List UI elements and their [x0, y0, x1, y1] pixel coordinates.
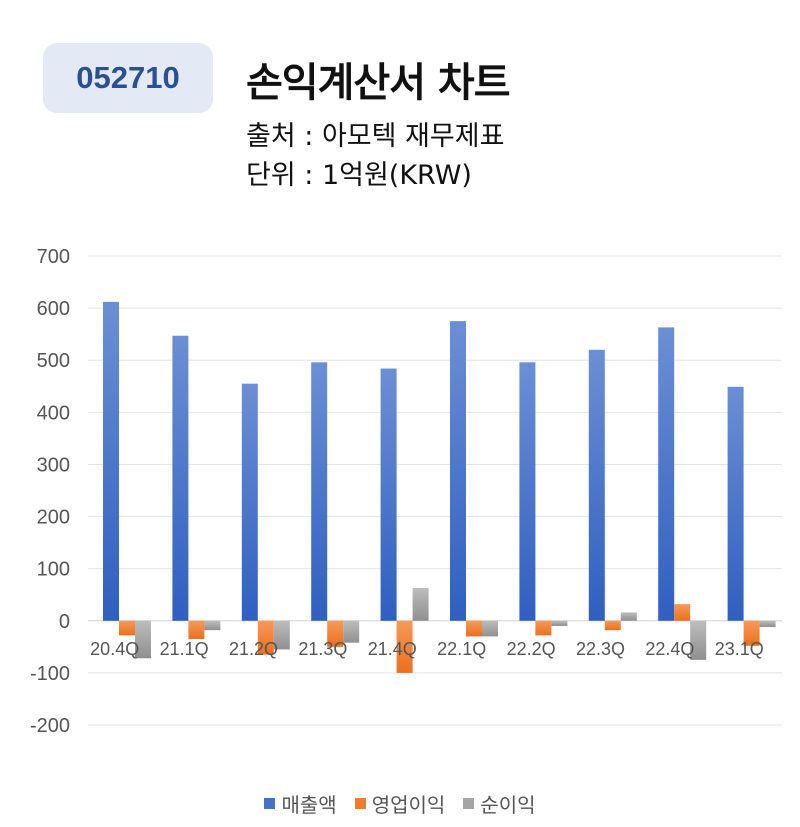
legend-label: 영업이익 — [371, 793, 446, 817]
bar-순이익-23.1Q — [759, 620, 776, 628]
x-tick-label: 22.2Q — [507, 639, 556, 659]
y-tick-label: -100 — [30, 663, 70, 685]
bar-순이익-21.2Q — [273, 620, 290, 650]
legend-item: 영업이익 — [354, 789, 446, 818]
y-tick-label: 300 — [37, 454, 70, 476]
legend-label: 매출액 — [281, 793, 337, 817]
legend-label: 순이익 — [480, 793, 536, 817]
y-tick-label: -200 — [30, 715, 70, 737]
x-tick-label: 23.1Q — [715, 639, 764, 659]
ticker-badge: 052710 — [43, 43, 213, 113]
bar-매출액-21.4Q — [380, 368, 397, 621]
legend: 매출액 영업이익 순이익 — [0, 789, 800, 818]
bar-매출액-22.3Q — [588, 349, 605, 621]
x-tick-label: 20.4Q — [90, 639, 139, 659]
x-tick-label: 21.3Q — [298, 639, 347, 659]
legend-item: 순이익 — [463, 789, 536, 818]
bar-매출액-22.1Q — [450, 321, 466, 621]
bar-순이익-21.3Q — [343, 620, 360, 643]
bar-영업이익-20.4Q — [119, 620, 135, 636]
y-tick-label: 0 — [59, 611, 70, 633]
legend-item: 매출액 — [264, 789, 337, 818]
bar-순이익-22.4Q — [690, 620, 707, 660]
bar-매출액-22.2Q — [519, 362, 536, 621]
x-tick-label: 21.2Q — [229, 639, 278, 659]
x-tick-label: 22.4Q — [645, 639, 694, 659]
x-tick-label: 21.4Q — [368, 639, 417, 659]
bar-영업이익-21.2Q — [257, 620, 274, 655]
bar-매출액-21.2Q — [241, 383, 258, 621]
bar-매출액-21.1Q — [172, 335, 189, 621]
y-tick-label: 200 — [37, 507, 70, 529]
bar-영업이익-22.4Q — [674, 604, 691, 621]
bar-매출액-20.4Q — [103, 301, 119, 621]
ticker-code: 052710 — [76, 60, 180, 95]
legend-swatch — [264, 798, 276, 809]
bar-순이익-21.4Q — [412, 587, 429, 621]
y-axis-ticks: 700 600 500 400 300 200 100 0 -100 -200 — [30, 246, 70, 737]
bar-매출액-21.3Q — [311, 362, 328, 621]
bar-영업이익-21.3Q — [327, 620, 344, 647]
bar-순이익-22.1Q — [482, 620, 498, 637]
y-tick-label: 100 — [37, 559, 70, 581]
bar-순이익-22.3Q — [620, 612, 637, 621]
chart-title: 손익계산서 차트 — [246, 60, 511, 106]
bar-순이익-20.4Q — [135, 620, 151, 659]
bar-영업이익-23.1Q — [743, 620, 760, 646]
y-tick-label: 500 — [37, 350, 70, 372]
bars — [103, 301, 776, 673]
unit-label: 단위 : 1억원(KRW) — [246, 160, 472, 191]
source-label: 출처 : 아모텍 재무제표 — [246, 121, 505, 152]
x-tick-label: 22.3Q — [576, 639, 625, 659]
y-tick-label: 400 — [37, 402, 70, 424]
x-tick-label: 21.1Q — [160, 639, 209, 659]
x-axis-ticks: 20.4Q 21.1Q 21.2Q 21.3Q 21.4Q 22.1Q 22.2Q 22.3Q… — [90, 639, 764, 659]
legend-swatch — [354, 798, 366, 809]
bar-영업이익-22.3Q — [604, 620, 621, 631]
y-tick-label: 700 — [37, 246, 70, 268]
bar-영업이익-21.4Q — [396, 620, 413, 673]
bar-순이익-21.1Q — [204, 620, 221, 631]
bar-영업이익-22.1Q — [466, 620, 482, 637]
bar-영업이익-22.2Q — [535, 620, 552, 636]
bar-매출액-23.1Q — [727, 386, 744, 621]
x-tick-label: 22.1Q — [437, 639, 486, 659]
y-tick-label: 600 — [37, 298, 70, 320]
legend-swatch — [463, 798, 475, 809]
bar-순이익-22.2Q — [551, 620, 568, 626]
bar-영업이익-21.1Q — [188, 620, 205, 640]
bar-매출액-22.4Q — [658, 327, 675, 621]
